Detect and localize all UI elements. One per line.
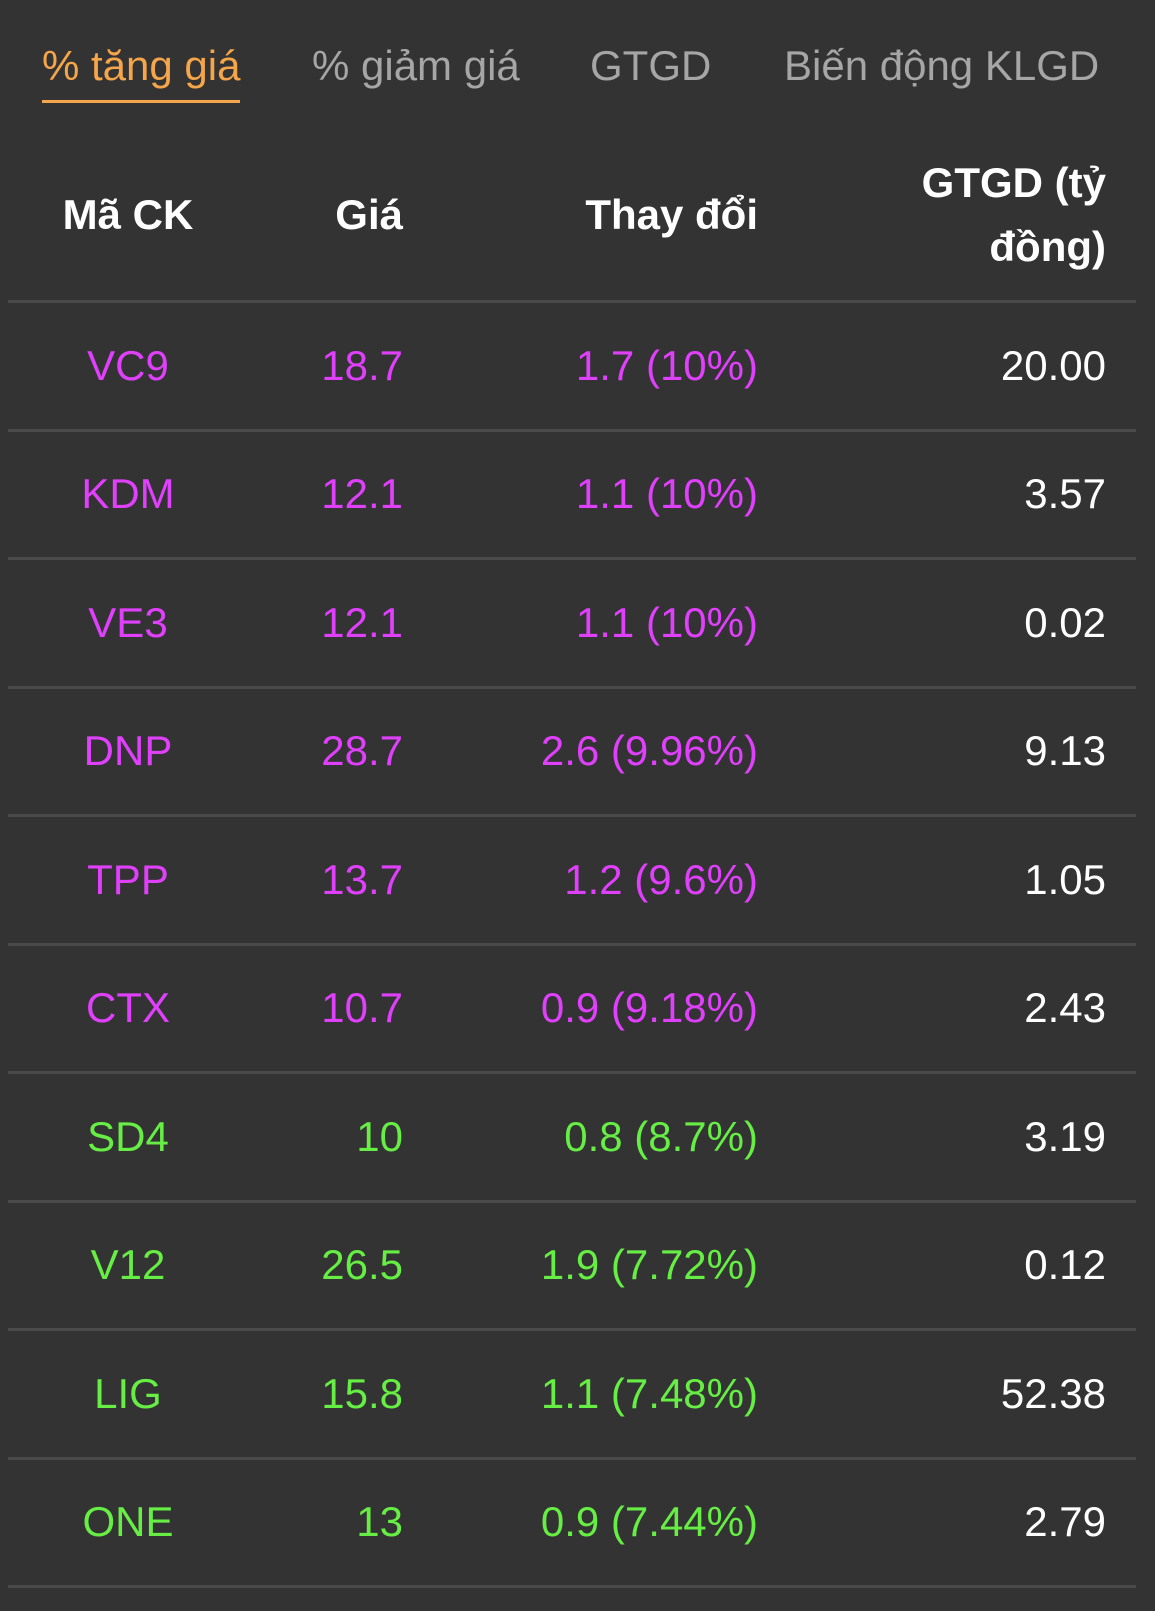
stock-price: 13	[356, 1498, 403, 1546]
stock-price: 10	[356, 1112, 403, 1160]
tab-price-decrease[interactable]: % giảm giá	[312, 42, 520, 89]
stock-trading-value: 20.00	[1000, 341, 1106, 389]
stock-symbol[interactable]: LIG	[94, 1369, 162, 1417]
stock-symbol[interactable]: VC9	[87, 341, 169, 389]
table-row[interactable]: VC9 18.7 1.7 (10%) 20.00	[8, 303, 1136, 432]
table-row[interactable]: DNP 28.7 2.6 (9.96%) 9.13	[8, 689, 1136, 817]
stock-price: 28.7	[321, 727, 403, 775]
stock-change: 2.6 (9.96%)	[540, 727, 758, 775]
stock-trading-value: 3.19	[1024, 1112, 1106, 1160]
stock-change: 1.1 (10%)	[575, 470, 758, 518]
stock-change: 0.8 (8.7%)	[564, 1112, 758, 1160]
stock-trading-value: 52.38	[1000, 1369, 1106, 1417]
stock-price: 12.1	[321, 598, 403, 646]
stock-change: 0.9 (7.44%)	[540, 1498, 758, 1546]
stock-change: 1.1 (10%)	[575, 598, 758, 646]
stock-change: 1.7 (10%)	[575, 341, 758, 389]
stock-symbol[interactable]: TPP	[87, 855, 169, 903]
stock-price: 13.7	[321, 855, 403, 903]
table-row[interactable]: ONE 13 0.9 (7.44%) 2.79	[8, 1460, 1136, 1588]
stock-symbol[interactable]: KDM	[81, 470, 175, 518]
stock-change: 1.1 (7.48%)	[540, 1369, 758, 1417]
stock-symbol[interactable]: CTX	[86, 984, 170, 1032]
header-symbol: Mã CK	[62, 191, 194, 238]
tab-bar: % tăng giá % giảm giá GTGD Biến động KLG…	[0, 0, 1155, 110]
stock-symbol[interactable]: DNP	[83, 727, 173, 775]
stock-trading-value: 1.05	[1024, 855, 1106, 903]
stock-trading-value: 0.12	[1024, 1241, 1106, 1289]
table-body: VC9 18.7 1.7 (10%) 20.00 KDM 12.1 1.1 (10%) 3.5…	[8, 303, 1136, 1588]
stock-price: 15.8	[321, 1369, 403, 1417]
tab-trading-value[interactable]: GTGD	[590, 42, 712, 89]
stock-change: 0.9 (9.18%)	[540, 984, 758, 1032]
stock-price: 12.1	[321, 470, 403, 518]
stock-trading-value: 0.02	[1024, 598, 1106, 646]
table-row[interactable]: SD4 10 0.8 (8.7%) 3.19	[8, 1074, 1136, 1203]
table-header: Mã CK Giá Thay đổi GTGD (tỷ đồng)	[8, 130, 1136, 303]
tab-price-increase[interactable]: % tăng giá	[42, 40, 241, 103]
stock-trading-value: 3.57	[1024, 470, 1106, 518]
table-row[interactable]: TPP 13.7 1.2 (9.6%) 1.05	[8, 817, 1136, 946]
stock-trading-value: 9.13	[1024, 727, 1106, 775]
table-row[interactable]: LIG 15.8 1.1 (7.48%) 52.38	[8, 1331, 1136, 1460]
tab-volume-change[interactable]: Biến động KLGD	[784, 42, 1100, 89]
stock-change: 1.2 (9.6%)	[564, 855, 758, 903]
table-row[interactable]: KDM 12.1 1.1 (10%) 3.57	[8, 432, 1136, 560]
stock-trading-value: 2.79	[1024, 1498, 1106, 1546]
stock-table: Mã CK Giá Thay đổi GTGD (tỷ đồng) VC9 18.…	[8, 130, 1136, 1588]
header-change: Thay đổi	[585, 191, 758, 238]
stock-price: 10.7	[321, 984, 403, 1032]
header-price: Giá	[335, 191, 403, 238]
stock-price: 18.7	[321, 341, 403, 389]
table-row[interactable]: V12 26.5 1.9 (7.72%) 0.12	[8, 1203, 1136, 1331]
stock-trading-value: 2.43	[1024, 984, 1106, 1032]
stock-symbol[interactable]: VE3	[88, 598, 168, 646]
stock-symbol[interactable]: V12	[90, 1241, 166, 1289]
stock-price: 26.5	[321, 1241, 403, 1289]
stock-change: 1.9 (7.72%)	[540, 1241, 758, 1289]
stock-symbol[interactable]: ONE	[82, 1498, 174, 1546]
header-value: GTGD (tỷ đồng)	[921, 159, 1106, 270]
table-row[interactable]: CTX 10.7 0.9 (9.18%) 2.43	[8, 946, 1136, 1074]
table-row[interactable]: VE3 12.1 1.1 (10%) 0.02	[8, 560, 1136, 689]
stock-symbol[interactable]: SD4	[87, 1112, 169, 1160]
